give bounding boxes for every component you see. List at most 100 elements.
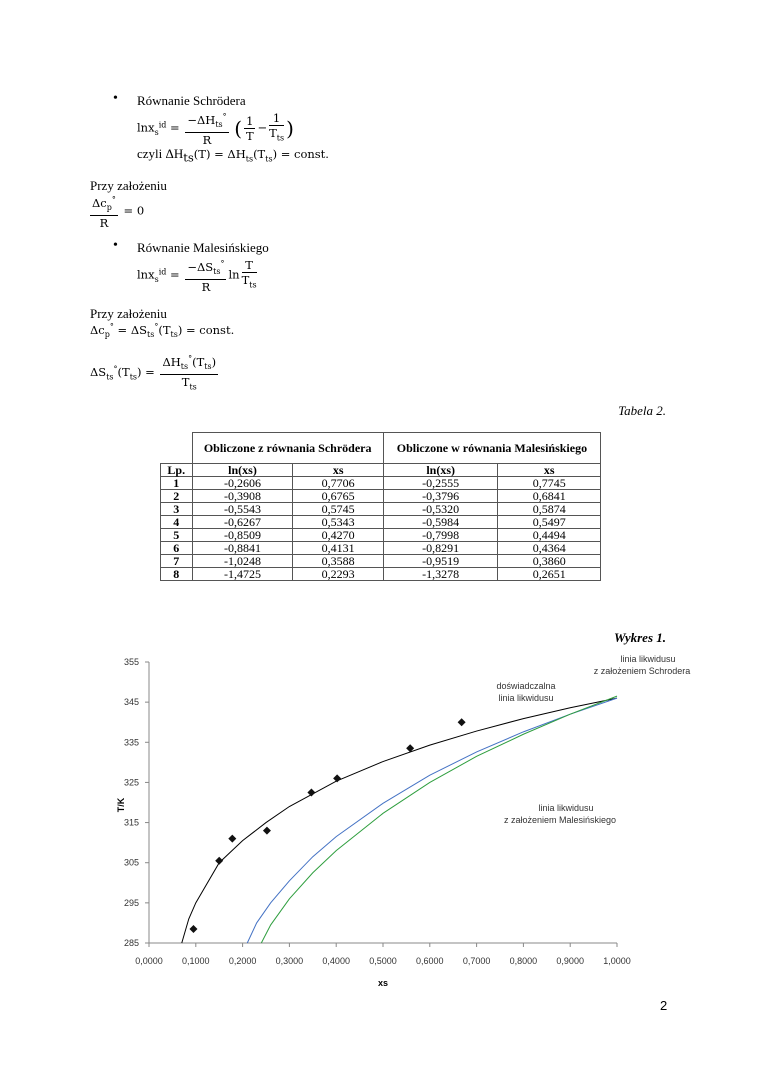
- table-cell: -0,3908: [191, 489, 294, 503]
- table-cell: -1,0248: [191, 554, 294, 568]
- y-axis-label: T/K: [116, 797, 126, 812]
- table-cell: 0,7745: [497, 476, 601, 490]
- den: R: [99, 216, 109, 231]
- table-cell: 8: [160, 567, 193, 581]
- empty-cell: [160, 432, 193, 464]
- table-cell: -1,4725: [191, 567, 294, 581]
- schroder-equation: lnxsid = −ΔHts° R (1 T −1 Tts): [137, 111, 294, 148]
- table-cell: -0,8291: [382, 541, 499, 555]
- group-header: Obliczone w równania Malesińskiego: [382, 432, 602, 464]
- x-tick-label: 0,1000: [182, 956, 210, 966]
- series-line-1: [246, 697, 618, 944]
- eq: = 0: [123, 203, 145, 218]
- table-row: 3 -0,5543 0,5745 -0,5320 0,5874: [160, 502, 601, 516]
- cp-equation: Δcp° R = 0: [90, 195, 145, 231]
- table-cell: 5: [160, 528, 193, 542]
- chart-caption: Wykres 1.: [614, 630, 666, 645]
- entropy-equation: ΔSts°(Tts) = ΔHts°(Tts) Tts: [90, 354, 219, 392]
- table-cell: -0,8509: [191, 528, 294, 542]
- x-tick-label: 0,9000: [556, 956, 584, 966]
- table-caption: Tabela 2.: [618, 403, 666, 418]
- x-tick-label: 0,7000: [463, 956, 491, 966]
- y-tick-label: 325: [124, 777, 139, 787]
- y-tick-label: 345: [124, 697, 139, 707]
- table-cell: 0,4270: [292, 528, 384, 542]
- table-cell: 4: [160, 515, 193, 529]
- const: = const.: [186, 322, 235, 337]
- table-row: 2 -0,3908 0,6765 -0,3796 0,6841: [160, 489, 601, 503]
- bullet: •: [113, 91, 118, 106]
- malesinski-heading: Równanie Malesińskiego: [137, 240, 269, 255]
- y-tick-label: 305: [124, 858, 139, 868]
- bullet: •: [113, 238, 118, 253]
- column-header-lp: Lp.: [160, 463, 193, 477]
- data-point: [215, 856, 224, 865]
- group-header: Obliczone z równania Schrödera: [191, 432, 384, 464]
- num: ΔH: [162, 354, 181, 369]
- column-header-ln-xs: ln(xs): [382, 463, 499, 477]
- annotation-line: linia likwidusu: [620, 654, 675, 664]
- table-cell: 7: [160, 554, 193, 568]
- data-point: [262, 826, 271, 835]
- data-point: [189, 924, 198, 933]
- annotation-line: linia likwidusu: [498, 693, 553, 703]
- x-tick-label: 0,6000: [416, 956, 444, 966]
- num: Δc: [92, 195, 107, 210]
- table-row: 1 -0,2606 0,7706 -0,2555 0,7745: [160, 476, 601, 490]
- table-row: 8 -1,4725 0,2293 -1,3278 0,2651: [160, 567, 601, 581]
- table-cell: -0,5320: [382, 502, 499, 516]
- table-cell: 0,4364: [497, 541, 601, 555]
- data-point: [406, 744, 415, 753]
- table-cell: 0,6841: [497, 489, 601, 503]
- table-cell: -0,6267: [191, 515, 294, 529]
- czyli: czyli ΔH: [137, 146, 184, 161]
- assumption-label: Przy założeniu: [90, 306, 167, 321]
- y-tick-label: 335: [124, 737, 139, 747]
- table-cell: 0,5343: [292, 515, 384, 529]
- table-cell: 0,3588: [292, 554, 384, 568]
- y-tick-label: 295: [124, 898, 139, 908]
- table-cell: 0,3860: [497, 554, 601, 568]
- x-axis-label: xs: [378, 978, 388, 988]
- table-cell: 1: [160, 476, 193, 490]
- table-cell: 3: [160, 502, 193, 516]
- table-cell: -0,7998: [382, 528, 499, 542]
- table-cell: 0,5497: [497, 515, 601, 529]
- table-cell: -0,8841: [191, 541, 294, 555]
- table-cell: -0,3796: [382, 489, 499, 503]
- data-point: [228, 834, 237, 843]
- table-row: 5 -0,8509 0,4270 -0,7998 0,4494: [160, 528, 601, 542]
- x-tick-label: 1,0000: [603, 956, 631, 966]
- den: R: [202, 133, 212, 148]
- table-row: 6 -0,8841 0,4131 -0,8291 0,4364: [160, 541, 601, 555]
- table-cell: 0,5745: [292, 502, 384, 516]
- num: −ΔS: [187, 259, 214, 274]
- table-cell: 0,7706: [292, 476, 384, 490]
- table-row: 7 -1,0248 0,3588 -0,9519 0,3860: [160, 554, 601, 568]
- x-tick-label: 0,4000: [322, 956, 350, 966]
- column-header-ln-xs: ln(xs): [191, 463, 294, 477]
- y-tick-label: 285: [124, 938, 139, 948]
- annotation-line: z założeniem Schrodera: [594, 666, 691, 676]
- table-cell: 2: [160, 489, 193, 503]
- data-point: [333, 774, 342, 783]
- x-tick-label: 0,3000: [276, 956, 304, 966]
- table-cell: -0,9519: [382, 554, 499, 568]
- results-table: Obliczone z równania Schrödera Obliczone…: [160, 432, 602, 581]
- table-cell: 6: [160, 541, 193, 555]
- table-cell: 0,5874: [497, 502, 601, 516]
- x-tick-label: 0,5000: [369, 956, 397, 966]
- annotation-line: z założeniem Malesińskiego: [504, 815, 616, 825]
- column-header-xs: xs: [292, 463, 384, 477]
- data-point: [457, 718, 466, 727]
- table-cell: 0,6765: [292, 489, 384, 503]
- schroder-condition: czyli ΔHts(T) = ΔHts(Tts) = const.: [137, 146, 329, 165]
- column-header-row: Lp. ln(xs) xs ln(xs) xs: [160, 463, 601, 477]
- table-cell: -0,5984: [382, 515, 499, 529]
- x-tick-label: 0,0000: [135, 956, 163, 966]
- table-cell: 0,4131: [292, 541, 384, 555]
- cp-const-equation: Δcp° = ΔSts°(Tts) = const.: [90, 322, 235, 340]
- table-cell: -0,2555: [382, 476, 499, 490]
- table-cell: 0,2651: [497, 567, 601, 581]
- assumption-label: Przy założeniu: [90, 178, 167, 193]
